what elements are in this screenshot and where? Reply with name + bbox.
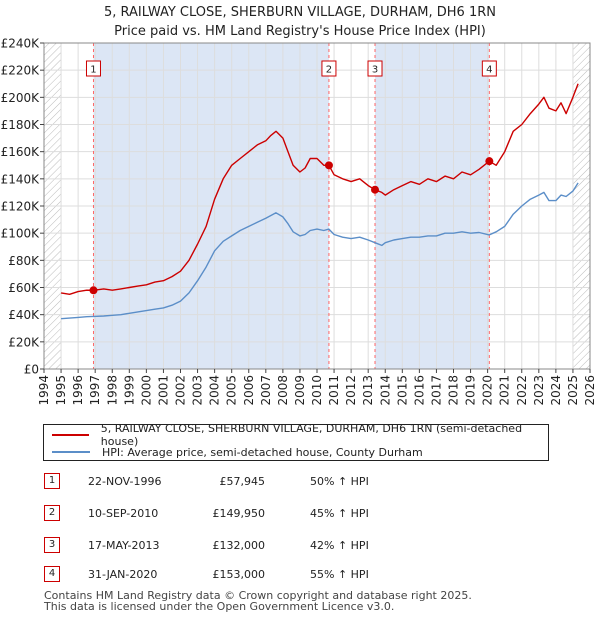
x-tick-label: 1995 <box>54 375 68 406</box>
x-tick-label: 2004 <box>208 375 222 406</box>
price-chart: 1 2 3 4 £0 £20K £40K £60K £80K £100K £120K £140K £1… <box>1 37 597 406</box>
sale-point <box>485 157 494 166</box>
y-tick-label: £220K <box>1 64 41 78</box>
x-tick-label: 2023 <box>532 375 546 406</box>
x-tick-label: 2003 <box>191 375 205 406</box>
footer-line-1: Contains HM Land Registry data © Crown c… <box>44 589 472 602</box>
sale-row: 4 31-JAN-2020 £153,000 55% ↑ HPI <box>0 564 600 586</box>
x-tick-label: 2026 <box>583 375 597 406</box>
title-line-1: 5, RAILWAY CLOSE, SHERBURN VILLAGE, DURH… <box>104 5 496 20</box>
y-tick-label: £20K <box>8 335 40 349</box>
title-line-2: Price paid vs. HM Land Registry's House … <box>114 24 486 39</box>
sale-date: 22-NOV-1996 <box>88 475 162 488</box>
legend-item-property: 5, RAILWAY CLOSE, SHERBURN VILLAGE, DURH… <box>52 422 548 448</box>
x-tick-label: 2010 <box>310 375 324 406</box>
x-tick-label: 2022 <box>515 375 529 406</box>
y-tick-label: £80K <box>8 254 40 268</box>
legend-swatch-property <box>52 434 89 436</box>
x-tick-label: 2007 <box>259 375 273 406</box>
y-tick-label: £240K <box>1 37 41 51</box>
y-tick-label: £180K <box>1 118 41 132</box>
sale-date: 17-MAY-2013 <box>88 539 160 552</box>
sale-marker-box <box>481 60 497 77</box>
footer-line-2: This data is licensed under the Open Gov… <box>44 600 395 613</box>
sale-marker-label: 2 <box>326 65 332 76</box>
sale-hpi-change: 42% ↑ HPI <box>310 539 369 552</box>
sale-hpi-change: 55% ↑ HPI <box>310 568 369 581</box>
legend-item-hpi: HPI: Average price, semi-detached house,… <box>52 444 423 460</box>
x-tick-label: 2020 <box>481 375 495 406</box>
sale-marker-label: 1 <box>90 65 96 76</box>
sale-point <box>89 286 98 295</box>
sale-date: 10-SEP-2010 <box>88 507 159 520</box>
x-tick-label: 2014 <box>378 375 392 406</box>
x-tick-label: 2006 <box>242 375 256 406</box>
y-tick-label: £140K <box>1 172 41 186</box>
x-tick-label: 1994 <box>37 375 51 406</box>
sale-row: 2 10-SEP-2010 £149,950 45% ↑ HPI <box>0 503 600 525</box>
x-tick-label: 2017 <box>429 375 443 406</box>
x-tick-label: 2009 <box>293 375 307 406</box>
sale-price: £132,000 <box>212 539 266 552</box>
sale-number-badge: 1 <box>44 473 60 489</box>
chart-legend: 5, RAILWAY CLOSE, SHERBURN VILLAGE, DURH… <box>43 422 549 461</box>
sale-price: £153,000 <box>212 568 266 581</box>
sale-hpi-change: 50% ↑ HPI <box>310 475 369 488</box>
x-tick-label: 2008 <box>276 375 290 406</box>
x-tick-label: 1998 <box>105 375 119 406</box>
y-tick-label: £200K <box>1 91 41 105</box>
sale-row: 1 22-NOV-1996 £57,945 50% ↑ HPI <box>0 471 600 493</box>
x-tick-label: 2013 <box>361 375 375 406</box>
x-tick-label: 1997 <box>88 375 102 406</box>
x-tick-label: 2000 <box>139 375 153 406</box>
sale-row: 3 17-MAY-2013 £132,000 42% ↑ HPI <box>0 535 600 557</box>
y-tick-label: £100K <box>1 227 41 241</box>
x-tick-label: 1999 <box>122 375 136 406</box>
sale-number-badge: 3 <box>44 537 60 553</box>
sale-point <box>324 161 333 170</box>
y-tick-label: £160K <box>1 145 41 159</box>
sale-date: 31-JAN-2020 <box>88 568 158 581</box>
sale-point <box>371 185 380 194</box>
x-tick-label: 1996 <box>71 375 85 406</box>
y-tick-label: £120K <box>1 200 41 214</box>
sale-marker-box <box>321 60 337 77</box>
sale-marker-box <box>85 60 101 77</box>
sale-marker-label: 4 <box>486 65 492 76</box>
sale-marker-label: 3 <box>372 65 378 76</box>
chart-title: 5, RAILWAY CLOSE, SHERBURN VILLAGE, DURH… <box>0 3 600 41</box>
x-tick-label: 2002 <box>174 375 188 406</box>
x-tick-label: 2024 <box>549 375 563 406</box>
sale-price: £149,950 <box>212 507 266 520</box>
legend-label-property: 5, RAILWAY CLOSE, SHERBURN VILLAGE, DURH… <box>100 422 523 448</box>
x-tick-label: 2016 <box>412 375 426 406</box>
x-tick-label: 2019 <box>464 375 478 406</box>
x-tick-label: 2001 <box>156 375 170 406</box>
legend-swatch-hpi <box>52 451 90 453</box>
x-tick-label: 2025 <box>566 375 580 406</box>
footer-attribution: Contains HM Land Registry data © Crown c… <box>44 590 472 612</box>
sale-marker-box <box>367 60 383 77</box>
x-tick-label: 2012 <box>344 375 358 406</box>
x-tick-label: 2021 <box>498 375 512 406</box>
y-tick-label: £0 <box>24 363 39 377</box>
y-tick-label: £40K <box>8 308 40 322</box>
x-tick-label: 2018 <box>447 375 461 406</box>
y-tick-label: £60K <box>8 281 40 295</box>
sale-hpi-change: 45% ↑ HPI <box>310 507 369 520</box>
x-tick-label: 2011 <box>327 375 341 406</box>
x-tick-label: 2005 <box>225 375 239 406</box>
property-price-line <box>60 83 579 295</box>
sale-number-badge: 4 <box>44 566 60 582</box>
sale-number-badge: 2 <box>44 505 60 521</box>
x-tick-label: 2015 <box>395 375 409 406</box>
sale-price: £57,945 <box>219 475 266 488</box>
hpi-line <box>61 182 579 320</box>
legend-label-hpi: HPI: Average price, semi-detached house,… <box>102 445 423 459</box>
